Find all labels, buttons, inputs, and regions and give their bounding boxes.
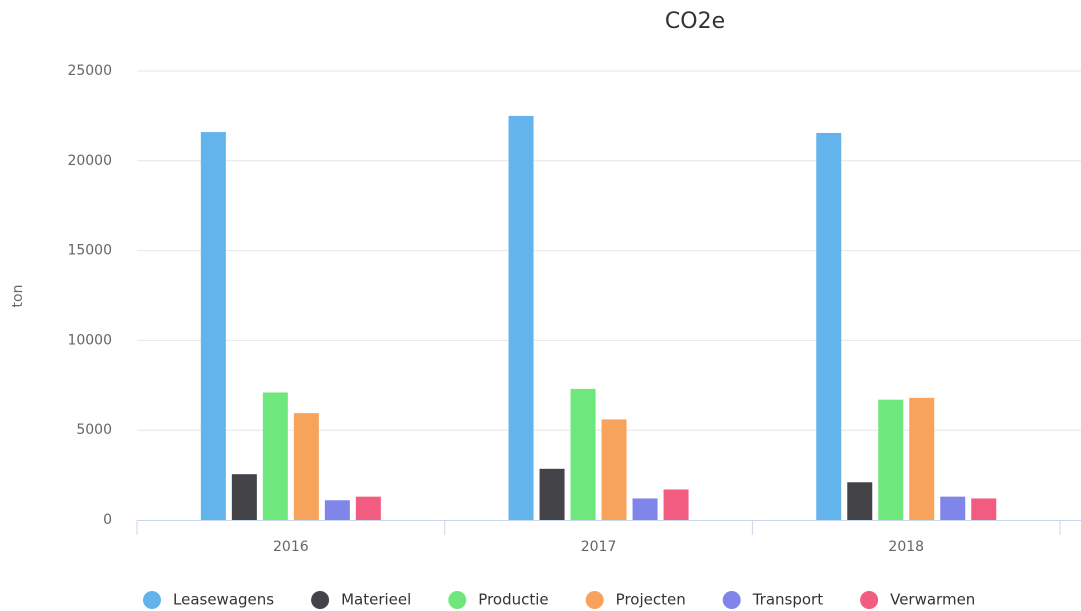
bar <box>601 419 627 520</box>
x-tick-label: 2018 <box>888 539 924 555</box>
legend-label: Materieel <box>341 591 411 609</box>
bar <box>324 500 350 520</box>
x-tick-label: 2016 <box>273 539 309 555</box>
legend-marker <box>311 591 330 609</box>
chart-title: CO2e <box>665 9 725 34</box>
bar <box>940 496 966 520</box>
bar <box>816 132 842 520</box>
bar <box>570 388 596 520</box>
legend-marker <box>143 591 161 609</box>
bar <box>262 392 288 520</box>
bar <box>878 399 904 520</box>
bar <box>200 132 226 520</box>
bar <box>632 498 658 520</box>
bar <box>508 115 534 521</box>
y-tick-label: 25000 <box>67 63 112 79</box>
bar <box>355 496 381 520</box>
legend-label: Verwarmen <box>890 591 975 609</box>
legend-marker <box>585 591 604 609</box>
legend-label: Transport <box>752 591 824 609</box>
legend-label: Leasewagens <box>173 591 274 609</box>
y-tick-label: 20000 <box>67 153 112 169</box>
y-tick-label: 0 <box>103 512 112 528</box>
legend-marker <box>860 591 879 609</box>
legend-label: Projecten <box>616 591 686 609</box>
bar <box>293 413 319 520</box>
bar <box>539 468 565 520</box>
legend-marker <box>722 591 741 609</box>
y-tick-label: 5000 <box>76 422 112 438</box>
legend-marker <box>448 591 467 609</box>
y-axis-label: ton <box>10 285 26 308</box>
x-tick-label: 2017 <box>581 539 617 555</box>
y-tick-label: 10000 <box>67 332 112 348</box>
bar <box>663 489 689 520</box>
legend-label: Productie <box>478 591 548 609</box>
bar <box>847 482 873 520</box>
bar <box>231 474 257 520</box>
bar <box>909 397 935 520</box>
y-tick-label: 15000 <box>67 243 112 259</box>
bar <box>971 498 997 520</box>
